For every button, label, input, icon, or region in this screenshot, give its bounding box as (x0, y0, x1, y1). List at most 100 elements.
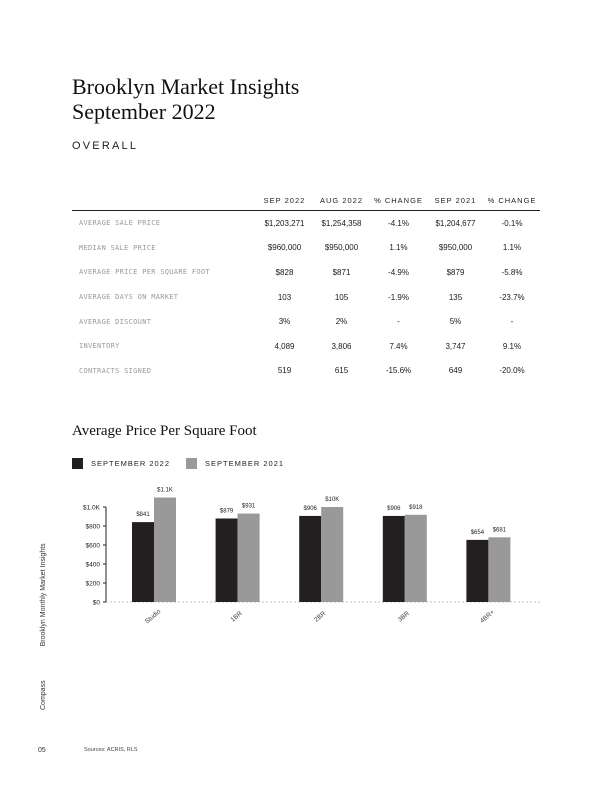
legend-item-sep-2021: SEPTEMBER 2021 (186, 458, 284, 469)
data-label: $879 (220, 508, 234, 514)
row-label: INVENTORY (79, 342, 120, 351)
bar (299, 515, 322, 602)
table-row: AVERAGE DAYS ON MARKET 103 105 -1.9% 135 -23.… (72, 285, 540, 310)
column-header: SEP 2022 (256, 190, 313, 211)
legend-label: SEPTEMBER 2021 (205, 459, 285, 468)
page-title: Brooklyn Market Insights September 2022 (72, 74, 299, 124)
legend-label: SEPTEMBER 2022 (91, 459, 171, 468)
y-tick-label: $1.0K (83, 505, 101, 512)
table-cell: 3,747 (445, 341, 466, 351)
data-label: $1.1K (157, 488, 173, 494)
table-cell: 105 (334, 292, 349, 302)
table-cell: 615 (334, 366, 349, 376)
legend-swatch (186, 458, 198, 469)
y-tick-label: $600 (86, 543, 101, 550)
table-row: AVERAGE PRICE PER SQUARE FOOT $828 $871 -4.… (72, 260, 540, 285)
row-label: CONTRACTS SIGNED (79, 366, 152, 375)
table-cell: -4.9% (388, 267, 409, 277)
bar (382, 515, 405, 602)
chart-title: Average Price Per Square Foot (72, 423, 257, 439)
table-cell: 1.1% (502, 243, 522, 253)
brand-name: Compass (40, 680, 47, 710)
column-header-label (72, 190, 256, 211)
bar (404, 514, 427, 602)
table-cell: -20.0% (499, 366, 525, 376)
table-cell: 2% (335, 317, 348, 327)
table-cell: - (397, 317, 400, 327)
y-tick-label: $0 (93, 600, 101, 607)
bar-chart: $0 $200 $400 $600 $800 $1.0K $841 $1.1K Studio $8… (83, 488, 540, 625)
bar (488, 537, 511, 602)
bar (132, 522, 154, 602)
legend-swatch (72, 458, 83, 469)
table-cell: $960,000 (267, 243, 302, 253)
table-cell: 5% (449, 317, 462, 327)
table-cell: - (510, 317, 514, 327)
row-label: AVERAGE PRICE PER SQUARE FOOT (79, 268, 210, 277)
table-row: INVENTORY 4,089 3,806 7.4% 3,747 9.1% (72, 334, 540, 359)
table-cell: 103 (277, 292, 292, 302)
chart-legend: SEPTEMBER 2022 SEPTEMBER 2021 (72, 458, 300, 469)
table-cell: $879 (446, 267, 465, 277)
section-label: OVERALL (72, 140, 139, 152)
title-line-2: September 2022 (72, 99, 216, 124)
table-cell: $1,254,358 (321, 218, 362, 228)
table-cell: -15.6% (385, 366, 412, 376)
table-row: AVERAGE SALE PRICE $1,203,271 $1,254,358 -4… (72, 211, 540, 236)
sources-note: Sources: ACRIS, RLS (84, 747, 138, 753)
table-cell: 3,806 (331, 341, 352, 351)
table-cell: 7.4% (389, 341, 408, 351)
x-tick-label: 2BR (313, 610, 327, 624)
x-tick-label: 1BR (230, 610, 244, 624)
y-tick-label: $800 (86, 524, 101, 531)
row-label: AVERAGE SALE PRICE (79, 219, 161, 228)
page-number: 05 (38, 747, 46, 754)
table-cell: -4.1% (388, 218, 409, 228)
table-cell: $828 (275, 267, 294, 277)
bar (215, 518, 238, 602)
bar (154, 497, 176, 602)
table-header-row: SEP 2022 AUG 2022% CHANGE SEP 2021% CHANGE (72, 190, 540, 211)
table-cell: $1,203,271 (264, 218, 305, 228)
row-label: AVERAGE DISCOUNT (79, 317, 152, 326)
column-header: SEP 2021 (427, 190, 484, 211)
table-cell: 1.1% (389, 243, 408, 253)
table-cell: 9.1% (502, 341, 522, 351)
data-label: $931 (242, 504, 256, 510)
y-tick-label: $200 (86, 581, 101, 588)
column-header: AUG 2022 (313, 190, 370, 211)
bar (237, 513, 260, 602)
table-cell: $950,000 (324, 243, 359, 253)
x-tick-label: 4BR+ (479, 609, 496, 625)
data-label: $841 (136, 512, 150, 518)
data-label: $918 (409, 505, 423, 511)
row-label: MEDIAN SALE PRICE (79, 243, 156, 252)
table-row: AVERAGE DISCOUNT 3% 2% - 5% - (72, 309, 540, 334)
table-row: MEDIAN SALE PRICE $960,000 $950,000 1.1% $95… (72, 236, 540, 261)
table-cell: -5.8% (501, 267, 523, 277)
y-tick-label: $400 (86, 562, 101, 569)
column-header: % CHANGE (370, 190, 427, 211)
title-line-1: Brooklyn Market Insights (72, 74, 300, 99)
publication-name: Brooklyn Monthly Market Insights (40, 543, 47, 647)
table-cell: 4,089 (274, 341, 295, 351)
data-label: $10K (325, 497, 339, 503)
bar (466, 539, 489, 602)
table-cell: $950,000 (438, 243, 473, 253)
table-cell: -1.9% (388, 292, 409, 302)
side-caption: Compass Brooklyn Monthly Market Insights (40, 543, 47, 710)
metrics-table: SEP 2022 AUG 2022% CHANGE SEP 2021% CHANGE… (72, 190, 540, 383)
data-label: $906 (304, 506, 318, 512)
table-cell: $1,204,677 (435, 218, 476, 228)
table-row: CONTRACTS SIGNED 519 615 -15.6% 649 -20.0% (72, 359, 540, 384)
column-header: % CHANGE (484, 190, 540, 211)
data-label: $681 (493, 527, 507, 533)
row-label: AVERAGE DAYS ON MARKET (79, 293, 179, 302)
data-label: $906 (387, 506, 401, 512)
x-tick-label: 3BR (397, 610, 411, 624)
bar (321, 507, 344, 602)
table-cell: 3% (278, 317, 291, 327)
legend-item-sep-2022: SEPTEMBER 2022 (72, 458, 170, 469)
table-cell: $871 (332, 267, 351, 277)
table-cell: 649 (448, 366, 463, 376)
